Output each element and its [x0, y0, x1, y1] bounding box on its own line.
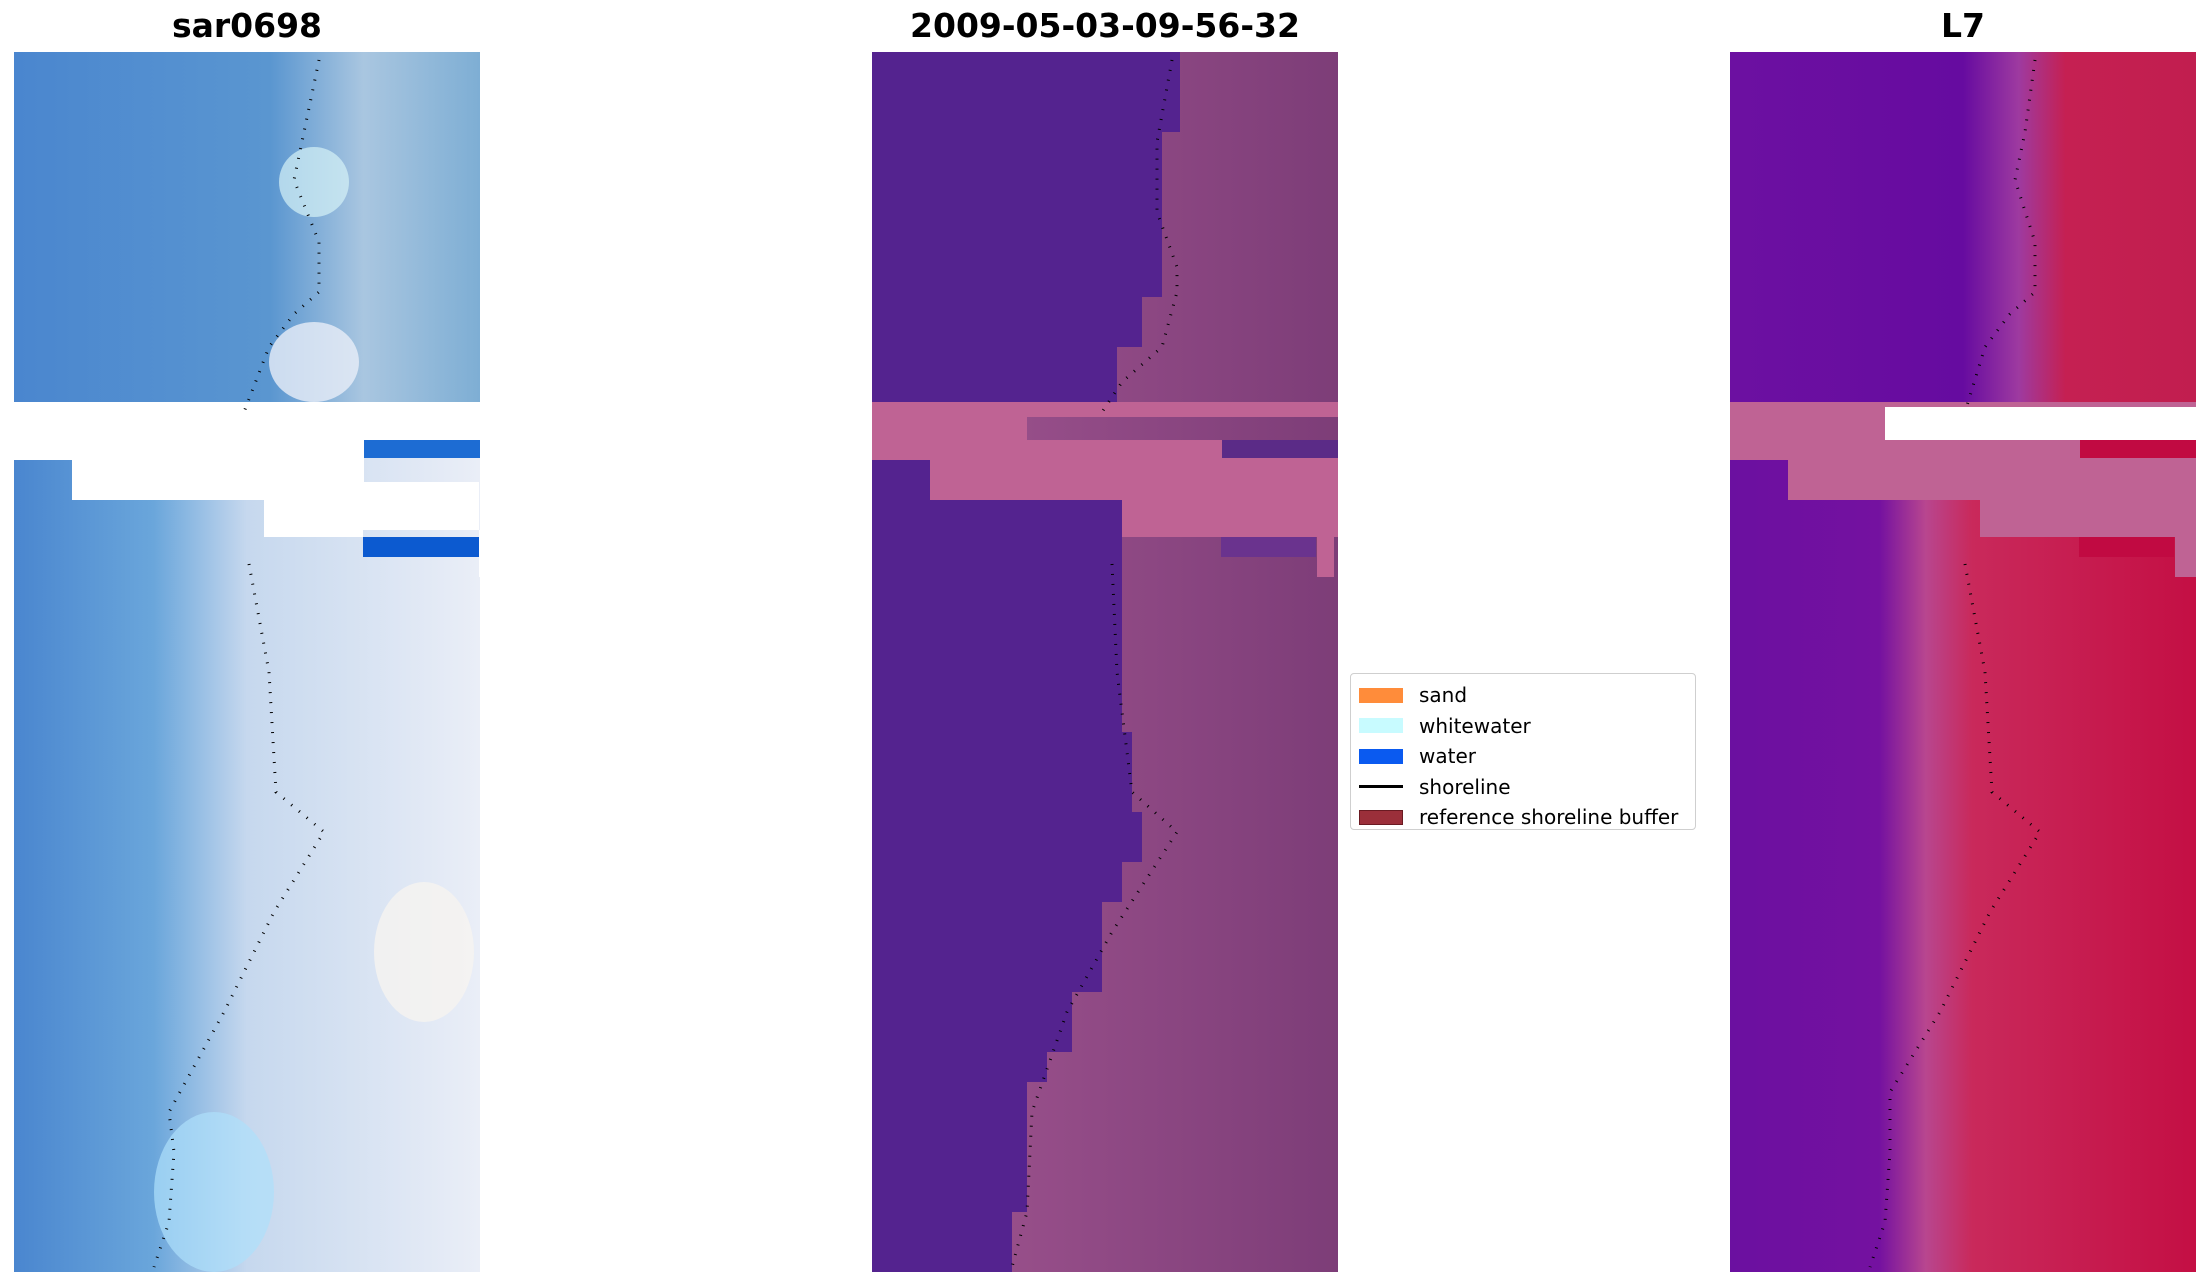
panel-title-index: L7	[1941, 6, 1985, 45]
legend-item-whitewater: whitewater	[1359, 711, 1687, 742]
classified-image-panel	[872, 52, 1338, 1272]
legend-item-reference-buffer: reference shoreline buffer	[1359, 802, 1687, 833]
legend-label: whitewater	[1419, 713, 1531, 738]
panel-title-rgb: sar0698	[171, 6, 323, 45]
classified-image	[872, 52, 1338, 1272]
reference-buffer-swatch	[1359, 809, 1403, 825]
whitewater-swatch	[1359, 718, 1403, 734]
legend-label: reference shoreline buffer	[1419, 805, 1679, 830]
shoreline-dots-index	[1868, 59, 2042, 1268]
legend-label: water	[1419, 744, 1476, 769]
legend-item-shoreline: shoreline	[1359, 772, 1687, 803]
index-image	[1730, 52, 2196, 1272]
legend-item-water: water	[1359, 741, 1687, 772]
index-image-panel	[1730, 52, 2196, 1272]
shoreline-line-swatch	[1359, 785, 1403, 789]
legend-label: shoreline	[1419, 774, 1511, 799]
panel-title-classified: 2009-05-03-09-56-32	[910, 6, 1300, 45]
legend: sand whitewater water shoreline referenc…	[1350, 673, 1696, 830]
rgb-image	[14, 52, 480, 1272]
water-swatch	[1359, 748, 1403, 764]
sand-swatch	[1359, 687, 1403, 703]
legend-label: sand	[1419, 683, 1468, 708]
legend-item-sand: sand	[1359, 680, 1687, 711]
rgb-image-panel	[14, 52, 480, 1272]
